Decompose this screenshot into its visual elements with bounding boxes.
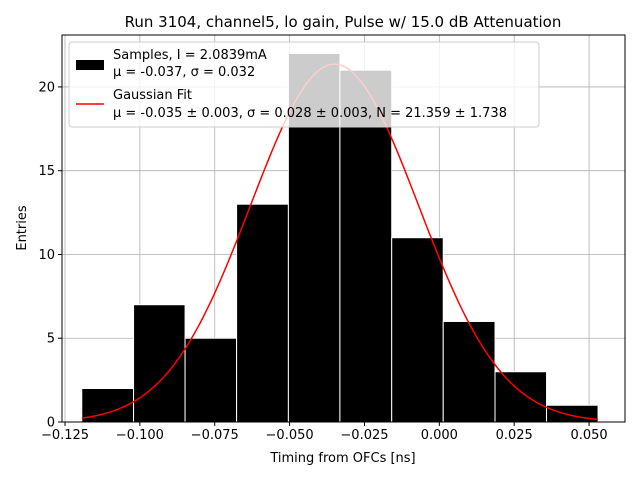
x-tick-label: 0.000 [421, 428, 458, 443]
legend: Samples, I = 2.0839mA μ = -0.037, σ = 0.… [68, 41, 540, 128]
x-tick-label: −0.100 [116, 428, 164, 443]
legend-box [68, 41, 540, 128]
x-tick-label: −0.125 [41, 428, 89, 443]
histogram-bar [442, 320, 496, 423]
legend-samples-line1: Samples, I = 2.0839mA [113, 48, 267, 63]
y-tick-label: 20 [38, 80, 55, 95]
histogram-bar [184, 337, 238, 423]
x-tick-label: −0.025 [340, 428, 388, 443]
histogram-bar [494, 371, 548, 423]
legend-samples-swatch [76, 60, 104, 70]
y-tick-label: 10 [38, 248, 55, 263]
y-tick-label: 15 [38, 164, 55, 179]
y-axis-ticks: 0 5 10 15 20 [38, 80, 62, 431]
y-tick-label: 5 [47, 332, 55, 347]
x-tick-label: 0.050 [570, 428, 607, 443]
legend-samples-line2: μ = -0.037, σ = 0.032 [113, 65, 255, 80]
legend-fit-line2: μ = -0.035 ± 0.003, σ = 0.028 ± 0.003, N… [113, 106, 507, 121]
histogram-bar [236, 203, 289, 423]
y-axis-label: Entries [15, 205, 30, 251]
plot-frame [61, 34, 626, 423]
histogram-bar [339, 69, 393, 423]
x-tick-label: −0.050 [266, 428, 314, 443]
histogram-bar [133, 304, 186, 423]
x-axis-label: Timing from OFCs [ns] [269, 451, 415, 466]
x-tick-label: −0.075 [191, 428, 239, 443]
legend-fit-line1: Gaussian Fit [113, 88, 192, 103]
chart-title: Run 3104, channel5, lo gain, Pulse w/ 15… [125, 13, 562, 31]
histogram-bar [391, 237, 444, 423]
x-axis-ticks: −0.125 −0.100 −0.075 −0.050 −0.025 0.000 0.025… [41, 422, 608, 443]
y-tick-label: 0 [47, 416, 55, 431]
x-tick-label: 0.025 [496, 428, 533, 443]
histogram-bar [546, 404, 599, 423]
